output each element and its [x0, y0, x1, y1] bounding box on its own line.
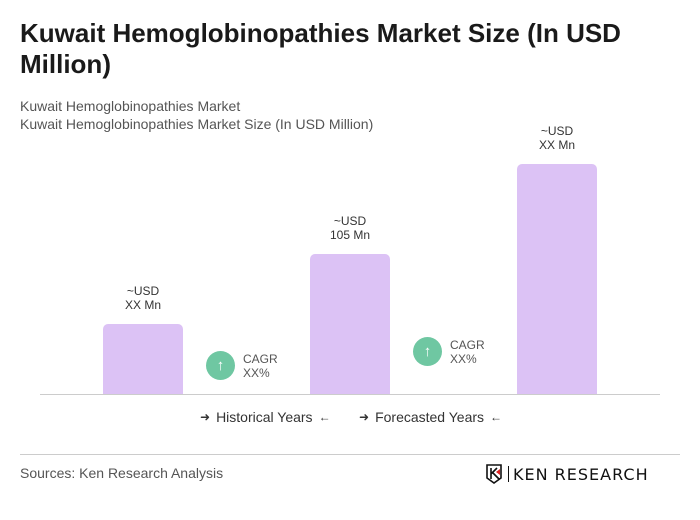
data-label-line2: XX Mn [538, 138, 575, 152]
cagr-badge-1: ↑ CAGR XX% [206, 351, 278, 380]
source-text: Sources: Ken Research Analysis [20, 465, 224, 481]
data-label-1: ~USD XX Mn [83, 284, 203, 312]
chart-title: Kuwait Hemoglobinopathies Market Size (I… [20, 18, 621, 79]
data-label-line1: ~USD [333, 214, 367, 228]
data-label-line2: XX Mn [124, 298, 161, 312]
arrow-left-icon: ← [318, 410, 331, 424]
data-label-line1: ~USD [540, 124, 574, 138]
data-label-line1: ~USD [126, 284, 160, 298]
cagr-value: XX% [450, 351, 477, 366]
cagr-label: CAGR [450, 337, 485, 352]
data-label-line2: 105 Mn [329, 228, 371, 242]
arrow-right-icon: ➜ [200, 410, 211, 424]
footer-divider [20, 454, 680, 455]
bar-2 [310, 254, 390, 394]
data-label-2: ~USD 105 Mn [290, 214, 410, 242]
arrow-right-icon: ➜ [359, 410, 370, 424]
logo-text: KEN RESEARCH [513, 464, 649, 484]
x-axis-line [40, 394, 660, 395]
arrow-left-icon: ← [490, 410, 503, 424]
legend-forecasted: ➜ Forecasted Years ← [359, 409, 502, 425]
legend-label: Forecasted Years [375, 409, 485, 425]
cagr-value: XX% [243, 365, 270, 380]
legend-historical: ➜ Historical Years ← [200, 409, 331, 425]
subtitle: Kuwait Hemoglobinopathies Market [20, 98, 241, 114]
cagr-badge-2: ↑ CAGR XX% [413, 337, 485, 366]
cagr-label: CAGR [243, 351, 278, 366]
legend-label: Historical Years [216, 409, 313, 425]
logo-mark-icon [486, 464, 502, 484]
data-label-3: ~USD XX Mn [497, 124, 617, 152]
ken-research-logo: KEN RESEARCH [486, 464, 649, 484]
bar-3 [517, 164, 597, 394]
bar-1 [103, 324, 183, 394]
arrow-up-icon: ↑ [413, 337, 442, 366]
arrow-up-icon: ↑ [206, 351, 235, 380]
subtitle-2: Kuwait Hemoglobinopathies Market Size (I… [20, 116, 374, 132]
